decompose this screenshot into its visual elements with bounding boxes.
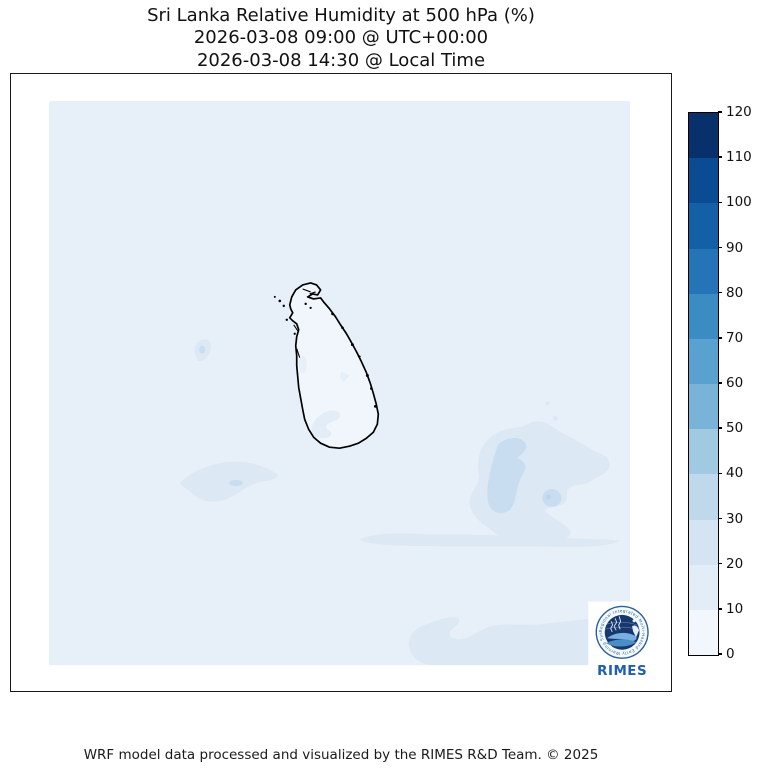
colorbar-segment [689, 338, 718, 385]
colorbar-tick-label: 40 [726, 465, 744, 482]
colorbar-tick: 50 [718, 420, 743, 436]
humidity-patch-east-core [487, 437, 527, 514]
colorbar-segment [689, 158, 718, 204]
humidity-patch-east-tail [359, 533, 621, 548]
logo-wave-upper [607, 632, 637, 642]
humidity-patch-island-south [311, 410, 341, 439]
humidity-patch-southwest-core [229, 480, 243, 486]
colorbar-tick-label: 110 [726, 149, 752, 166]
colorbar [688, 112, 719, 656]
humidity-speckle-2 [552, 415, 558, 421]
sri-lanka-coastline [288, 282, 380, 450]
colorbar-segment [689, 248, 718, 294]
coastline-islets [273, 295, 377, 408]
colorbar-segment [689, 429, 718, 475]
colorbar-tick: 60 [718, 375, 743, 391]
map-canvas: Regional Integrated Multi-Hazard Early W… [11, 74, 656, 679]
humidity-patch-island-east [339, 371, 350, 383]
chart-subtitle-utc: 2026-03-08 09:00 @ UTC+00:00 [193, 27, 489, 49]
colorbar-tick: 100 [718, 194, 752, 210]
colorbar-tick: 40 [718, 465, 743, 481]
colorbar-tick: 90 [718, 240, 743, 256]
colorbar-tick: 20 [718, 556, 743, 572]
colorbar-tick-label: 60 [726, 375, 744, 391]
chart-subtitle-local: 2026-03-08 14:30 @ Local Time [196, 49, 486, 71]
chart-title: Sri Lanka Relative Humidity at 500 hPa (… [147, 5, 535, 26]
colorbar-tick-label: 80 [726, 284, 744, 301]
colorbar-tick-label: 90 [726, 239, 744, 256]
colorbar-ticks: 0 10 20 30 40 50 60 70 80 90 100 110 120 [718, 104, 760, 662]
colorbar-segment [689, 293, 718, 339]
rimes-logo-wordmark: RIMES [597, 664, 647, 679]
colorbar-tick-label: 20 [726, 555, 744, 572]
humidity-patch-southwest [180, 461, 278, 502]
colorbar-tick-label: 30 [726, 510, 744, 527]
humidity-patch-island-west [298, 355, 307, 374]
colorbar-tick-label: 100 [726, 194, 752, 211]
footer-credit: WRF model data processed and visualized … [83, 747, 599, 763]
colorbar-segment [689, 203, 718, 249]
colorbar-tick: 80 [718, 285, 743, 301]
colorbar-tick: 0 [718, 646, 735, 662]
humidity-patch-east-core2 [542, 489, 562, 507]
colorbar-tick: 10 [718, 601, 743, 617]
colorbar-segment [689, 609, 718, 656]
colorbar-tick-label: 120 [726, 104, 752, 120]
coastline-lagoon-marks [293, 288, 316, 358]
humidity-patch-south-band [408, 613, 631, 666]
colorbar-segment [689, 519, 718, 565]
colorbar-segment [689, 564, 718, 610]
colorbar-segment [689, 113, 718, 159]
humidity-speckle-1 [545, 401, 550, 406]
colorbar-segment [689, 384, 718, 430]
colorbar-tick: 70 [718, 330, 743, 346]
colorbar-tick-label: 50 [726, 420, 744, 437]
humidity-patch-west-blob-core [199, 345, 206, 354]
humidity-patch-east-dot [545, 494, 551, 500]
colorbar-tick: 120 [718, 104, 752, 120]
logo-figure [632, 619, 640, 638]
colorbar-segment [689, 474, 718, 520]
logo-wave-lower [606, 639, 637, 647]
title-block: Sri Lanka Relative Humidity at 500 hPa (… [10, 5, 672, 72]
map-axes: Regional Integrated Multi-Hazard Early W… [10, 73, 672, 692]
colorbar-tick-label: 0 [726, 646, 735, 662]
colorbar-tick: 30 [718, 511, 743, 527]
logo-seismic-wave-icon [610, 616, 622, 632]
colorbar-tick: 110 [718, 149, 752, 165]
colorbar-tick-label: 70 [726, 329, 744, 346]
colorbar-tick-label: 10 [726, 600, 744, 617]
